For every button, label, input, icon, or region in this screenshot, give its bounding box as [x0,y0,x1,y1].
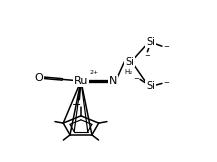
Text: −: − [163,44,169,50]
Text: −: − [163,80,169,86]
Text: Si: Si [146,81,155,91]
Text: N: N [109,76,117,86]
Text: −: − [72,100,81,110]
Text: O: O [34,73,43,83]
Text: H₂: H₂ [125,69,133,75]
Text: Si: Si [146,37,155,47]
Text: −: − [133,75,139,82]
Text: Ru: Ru [74,76,88,86]
Text: −: − [144,53,150,59]
Text: Si: Si [125,57,134,67]
Text: 2+: 2+ [90,69,99,75]
